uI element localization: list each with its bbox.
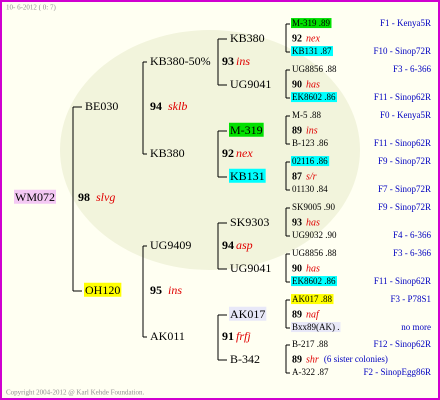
gen4-number: 89: [292, 354, 302, 365]
gen5-origin: F11 - Sinop62R: [374, 92, 431, 102]
gen4-name: SK9303: [230, 215, 269, 229]
gen5-name: 02116 .86: [292, 156, 328, 166]
gen5-origin: no more: [401, 322, 431, 332]
gen4-line: has: [306, 79, 320, 90]
gen3-name: KB380-50%: [150, 54, 211, 68]
gen5-origin: F12 - Sinop62R: [373, 339, 431, 349]
gen2-line: sklb: [168, 99, 187, 113]
gen4-number: 87: [292, 171, 302, 182]
gen4-number: 93: [292, 217, 302, 228]
gen5-origin: F11 - Sinop62R: [374, 138, 431, 148]
gen2-name: BE030: [85, 99, 118, 113]
highlight: [291, 92, 337, 103]
highlight: [291, 156, 330, 167]
highlight: [291, 294, 334, 305]
gen5-origin: F9 - Sinop72R: [378, 156, 431, 166]
gen4-name: AK017: [230, 307, 265, 321]
gen5-origin: F4 - 6-366: [393, 230, 431, 240]
gen5-name: EK8602 .86: [292, 276, 336, 286]
highlight: [229, 122, 264, 137]
note: (6 sister colonies): [324, 354, 388, 364]
tree: WM072 98 slvg BE030 94 sklb OH120 95 ins KB380-50…: [14, 18, 431, 377]
gen2-number: 94: [150, 99, 162, 113]
date-stamp: 10- 6-2012 ( 0: 7): [6, 4, 56, 12]
gen5-origin: F1 - Kenya5R: [380, 18, 431, 28]
gen5-name: 01130 .84: [292, 184, 328, 194]
gen5-origin: F7 - Sinop72R: [378, 184, 431, 194]
gen4-line: has: [306, 263, 320, 274]
gen5-origin: F3 - P78S1: [390, 294, 431, 304]
gen3-line: frfj: [236, 329, 251, 343]
gen3-name: AK011: [150, 329, 185, 343]
gen4-name: B-342: [230, 352, 260, 366]
highlight: [14, 189, 56, 204]
gen3-number: 93: [222, 54, 234, 68]
gen4-number: 90: [292, 79, 302, 90]
gen3-number: 94: [222, 238, 234, 252]
highlight: [291, 322, 341, 333]
watermark: [60, 30, 360, 270]
gen4-number: 90: [292, 263, 302, 274]
gen2-line: ins: [168, 283, 182, 297]
highlight: [229, 168, 266, 183]
gen5-name: KB131 .87: [292, 46, 332, 56]
gen3-name: KB380: [150, 146, 185, 160]
gen5-origin: F11 - Sinop62R: [374, 276, 431, 286]
gen4-number: 92: [292, 33, 302, 44]
highlight: [291, 46, 334, 57]
gen4-name: KB380: [230, 31, 265, 45]
gen5-name: AK017 .88: [292, 294, 332, 304]
gen5-name: UG8856 .88: [292, 248, 337, 258]
highlight: [229, 306, 267, 321]
gen5-origin: F0 - Kenya5R: [380, 110, 431, 120]
gen5-origin: F3 - 6-366: [393, 64, 431, 74]
gen3-number: 91: [222, 329, 234, 343]
gen2-number: 95: [150, 283, 162, 297]
gen4-number: 89: [292, 309, 302, 320]
gen4-name: M-319: [230, 123, 263, 137]
gen5-name: A-322 .87: [292, 367, 329, 377]
gen5-name: M-5 .88: [292, 110, 321, 120]
queen-line: slvg: [96, 190, 115, 204]
gen5-name: B-217 .88: [292, 339, 329, 349]
gen5-origin: F10 - Sinop72R: [373, 46, 431, 56]
gen5-name: SK9005 .90: [292, 202, 336, 212]
gen3-number: 92: [222, 146, 234, 160]
gen4-line: naf: [306, 309, 320, 320]
queen-number: 98: [78, 190, 90, 204]
gen4-line: nex: [306, 33, 320, 44]
queen-name: WM072: [15, 190, 55, 204]
gen4-line: shr: [306, 354, 319, 365]
copyright: Copyright 2004-2012 @ Karl Kehde Foundat…: [6, 389, 145, 397]
gen4-number: 89: [292, 125, 302, 136]
gen5-name: UG9032 .90: [292, 230, 337, 240]
highlight: [291, 276, 337, 287]
gen4-name: KB131: [230, 169, 265, 183]
gen4-name: UG9041: [230, 261, 271, 275]
gen3-line: ins: [236, 54, 250, 68]
gen4-line: has: [306, 217, 320, 228]
highlight: [84, 282, 122, 297]
gen3-name: UG9409: [150, 238, 191, 252]
gen5-name: B-123 .86: [292, 138, 329, 148]
gen3-line: asp: [236, 238, 253, 252]
gen4-line: ins: [306, 125, 318, 136]
gen5-name: M-319 .89: [292, 18, 330, 28]
gen5-origin: F3 - 6-366: [393, 248, 431, 258]
highlight: [291, 18, 332, 29]
gen5-name: EK8602 .86: [292, 92, 336, 102]
gen2-name: OH120: [85, 283, 120, 297]
gen3-line: nex: [236, 146, 253, 160]
gen5-name: UG8856 .88: [292, 64, 337, 74]
gen4-line: s/r: [306, 171, 317, 182]
gen5-origin: F2 - SinopEgg86R: [363, 367, 431, 377]
gen5-origin: F9 - Sinop72R: [378, 202, 431, 212]
gen5-name: Bxx89(AK) .: [292, 322, 340, 332]
gen4-name: UG9041: [230, 77, 271, 91]
